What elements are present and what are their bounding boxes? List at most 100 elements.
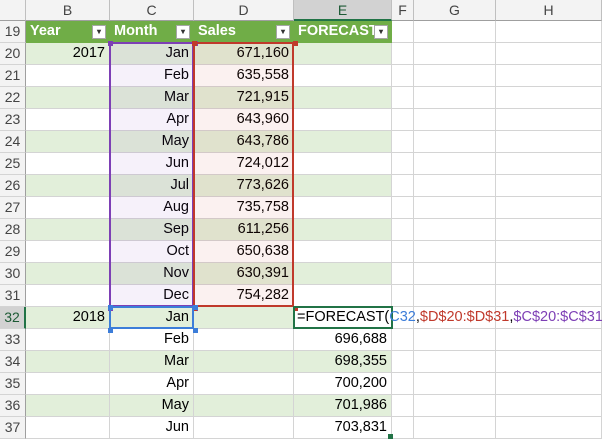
cell-empty[interactable] [392,175,414,197]
cell-month[interactable]: Jan [110,307,194,329]
cell-year[interactable] [26,241,110,263]
fill-handle[interactable] [388,434,393,439]
cell-empty[interactable] [414,131,496,153]
cell-sales[interactable] [194,351,294,373]
cell-empty[interactable] [414,219,496,241]
cell-empty[interactable] [414,241,496,263]
cell-forecast[interactable] [294,131,392,153]
cell-year[interactable] [26,373,110,395]
cell-empty[interactable] [414,21,496,43]
cell-month[interactable]: Jun [110,153,194,175]
cell-forecast[interactable]: 700,200 [294,373,392,395]
cell-empty[interactable] [392,285,414,307]
column-header-b[interactable]: B [26,0,110,21]
cell-empty[interactable] [496,21,602,43]
cell-empty[interactable] [496,65,602,87]
cell-empty[interactable] [414,417,496,439]
cell-year[interactable]: 2017 [26,43,110,65]
cell-empty[interactable] [392,153,414,175]
column-header-d[interactable]: D [194,0,294,21]
cell-sales[interactable]: 635,558 [194,65,294,87]
filter-dropdown-icon[interactable]: ▾ [374,25,388,39]
cell-empty[interactable] [496,43,602,65]
row-header-36[interactable]: 36 [0,395,26,417]
cell-empty[interactable] [496,109,602,131]
row-header-21[interactable]: 21 [0,65,26,87]
cell-empty[interactable] [496,373,602,395]
cell-empty[interactable] [392,197,414,219]
row-header-20[interactable]: 20 [0,43,26,65]
cell-empty[interactable] [496,197,602,219]
cell-empty[interactable] [414,329,496,351]
cell-year[interactable] [26,175,110,197]
row-header-34[interactable]: 34 [0,351,26,373]
cell-forecast[interactable] [294,285,392,307]
cell-empty[interactable] [392,307,414,329]
row-header-32[interactable]: 32 [0,307,26,329]
cell-sales[interactable]: 735,758 [194,197,294,219]
cell-empty[interactable] [496,329,602,351]
row-header-25[interactable]: 25 [0,153,26,175]
cell-empty[interactable] [392,263,414,285]
cell-year[interactable] [26,87,110,109]
cell-sales[interactable]: 643,960 [194,109,294,131]
cell-empty[interactable] [392,43,414,65]
table-header-sales[interactable]: Sales ▾ [194,21,294,43]
cell-empty[interactable] [414,109,496,131]
cell-year[interactable] [26,329,110,351]
cell-sales[interactable]: 754,282 [194,285,294,307]
cell-sales[interactable]: 630,391 [194,263,294,285]
cell-year[interactable] [26,109,110,131]
cell-month[interactable]: Mar [110,87,194,109]
cell-year[interactable] [26,131,110,153]
cell-empty[interactable] [392,21,414,43]
cell-month[interactable]: May [110,395,194,417]
cell-forecast[interactable]: 703,831 [294,417,392,439]
column-header-h[interactable]: H [496,0,602,21]
cell-forecast[interactable] [294,87,392,109]
row-header-29[interactable]: 29 [0,241,26,263]
cell-empty[interactable] [392,373,414,395]
row-header-30[interactable]: 30 [0,263,26,285]
cell-empty[interactable] [392,65,414,87]
column-header-f[interactable]: F [392,0,414,21]
cell-empty[interactable] [496,131,602,153]
cell-month[interactable]: Jan [110,43,194,65]
cell-year[interactable] [26,65,110,87]
cell-sales[interactable]: 773,626 [194,175,294,197]
cell-empty[interactable] [414,373,496,395]
cell-empty[interactable] [496,219,602,241]
cell-empty[interactable] [392,87,414,109]
column-header-c[interactable]: C [110,0,194,21]
cell-empty[interactable] [392,241,414,263]
cell-month[interactable]: Nov [110,263,194,285]
filter-dropdown-icon[interactable]: ▾ [92,25,106,39]
cell-empty[interactable] [496,395,602,417]
cell-forecast[interactable] [294,241,392,263]
row-header-24[interactable]: 24 [0,131,26,153]
cell-empty[interactable] [392,219,414,241]
cell-empty[interactable] [414,153,496,175]
row-header-37[interactable]: 37 [0,417,26,439]
cell-month[interactable]: Mar [110,351,194,373]
cell-sales[interactable] [194,307,294,329]
cell-empty[interactable] [414,263,496,285]
row-header-23[interactable]: 23 [0,109,26,131]
cell-empty[interactable] [414,285,496,307]
cell-month[interactable]: Sep [110,219,194,241]
cell-month[interactable]: Aug [110,197,194,219]
cell-empty[interactable] [392,351,414,373]
cell-year[interactable] [26,153,110,175]
cell-forecast[interactable] [294,263,392,285]
cell-month[interactable]: Dec [110,285,194,307]
cell-year[interactable] [26,351,110,373]
row-header-19[interactable]: 19 [0,21,26,43]
row-header-28[interactable]: 28 [0,219,26,241]
cell-month[interactable]: Apr [110,109,194,131]
cell-forecast[interactable] [294,219,392,241]
cell-forecast[interactable]: 701,986 [294,395,392,417]
cell-empty[interactable] [392,417,414,439]
row-header-27[interactable]: 27 [0,197,26,219]
cell-empty[interactable] [392,109,414,131]
